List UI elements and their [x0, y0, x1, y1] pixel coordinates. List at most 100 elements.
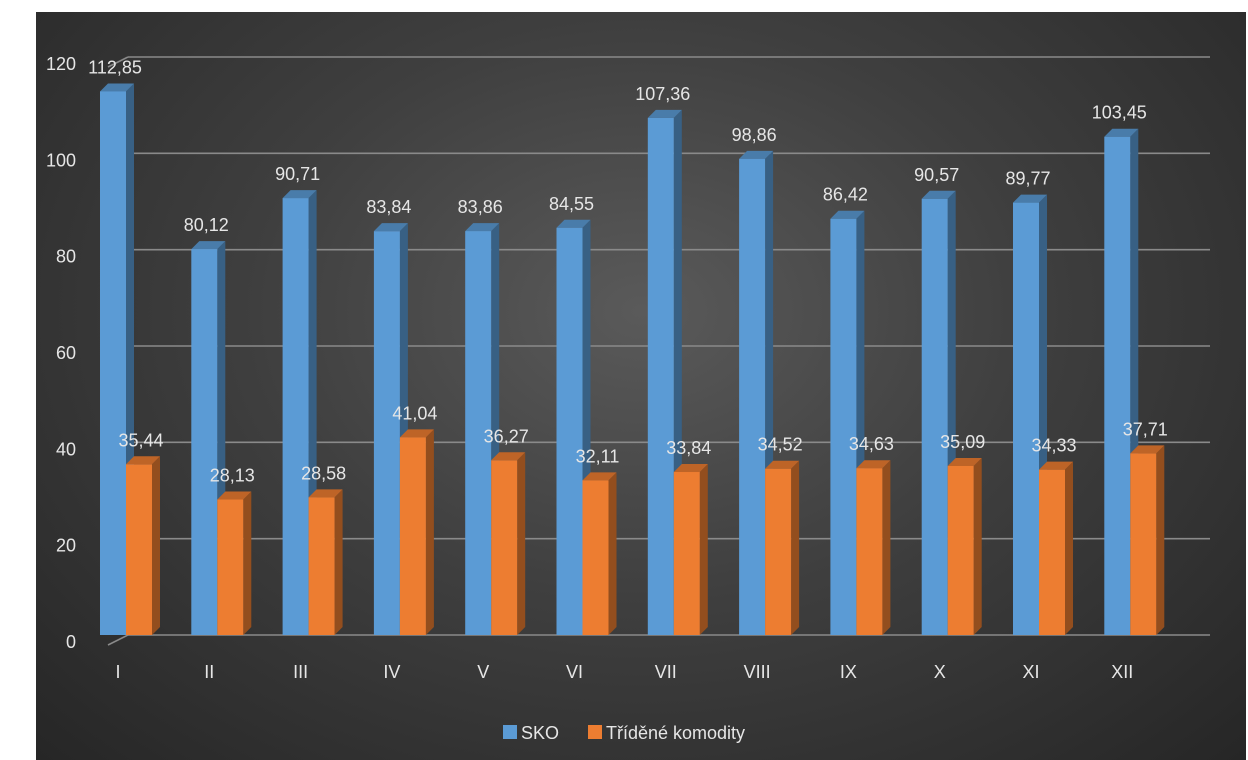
bar-front: [856, 468, 883, 635]
data-label-sko: 84,55: [549, 194, 594, 214]
gridline-depth: [107, 634, 129, 646]
y-axis-ticks: 0 20 40 60 80 100 120: [46, 54, 76, 652]
legend-swatch-tridene-komodity: [588, 725, 602, 739]
bar-tridene-komodity: [308, 489, 343, 635]
bar-top: [373, 223, 408, 232]
bar-tridene-komodity: [582, 472, 617, 635]
bar-front: [1013, 202, 1039, 635]
data-label-sko: 90,57: [914, 165, 959, 185]
y-tick-label: 0: [66, 632, 76, 652]
bar-front: [1130, 453, 1157, 635]
bar-top: [126, 456, 160, 465]
bar-front: [100, 91, 126, 636]
bar-top: [830, 210, 865, 219]
bar-top: [1130, 445, 1165, 454]
data-label-tridene-komodity: 28,13: [210, 466, 255, 486]
bar-top: [1013, 194, 1047, 203]
legend-swatch-sko: [503, 725, 517, 739]
data-label-sko: 83,84: [366, 197, 411, 217]
x-tick-label: II: [204, 662, 214, 682]
data-label-tridene-komodity: 34,52: [758, 435, 803, 455]
bar-tridene-komodity: [856, 460, 891, 635]
data-label-sko: 90,71: [275, 164, 320, 184]
data-label-tridene-komodity: 32,11: [576, 446, 620, 466]
data-label-sko: 86,42: [823, 185, 868, 205]
bar-front: [947, 465, 974, 635]
bar-sko: [282, 190, 317, 635]
y-tick-label: 60: [56, 343, 76, 363]
x-tick-label: III: [293, 662, 308, 682]
x-tick-label: VIII: [744, 662, 771, 682]
data-label-tridene-komodity: 35,44: [118, 430, 163, 450]
bar-chart: 0 20 40 60 80 100 120 112,85 35,44 80,12 28,13 90,…: [46, 54, 1210, 743]
bar-tridene-komodity: [491, 452, 526, 635]
bar-side: [1065, 461, 1073, 635]
bar-tridene-komodity: [399, 429, 434, 635]
y-tick-label: 20: [56, 536, 76, 556]
y-tick-label: 80: [56, 247, 76, 267]
bar-side: [152, 456, 160, 635]
bar-top: [582, 472, 617, 481]
legend: SKO Tříděné komodity: [503, 723, 745, 743]
bar-side: [1156, 445, 1165, 635]
bar-top: [739, 150, 774, 159]
x-tick-label: IV: [383, 662, 400, 682]
data-label-sko: 89,77: [1005, 169, 1050, 189]
gridline-depth: [107, 56, 129, 68]
bar-top: [765, 460, 800, 469]
data-label-sko: 83,86: [458, 197, 503, 217]
bar-side: [334, 489, 343, 635]
bar-side: [882, 460, 891, 635]
bar-front: [217, 499, 244, 635]
data-label-sko: 112,85: [88, 57, 142, 77]
bar-top: [465, 223, 500, 232]
bar-front: [282, 198, 309, 635]
bar-top: [399, 429, 434, 438]
data-labels: 112,85 35,44 80,12 28,13 90,71 28,58 83,84 41,0…: [88, 57, 1168, 485]
x-tick-label: XII: [1111, 662, 1133, 682]
data-label-sko: 80,12: [184, 215, 229, 235]
bar-front: [1104, 136, 1131, 636]
bar-tridene-komodity: [1039, 461, 1073, 635]
bar-side: [791, 460, 800, 635]
x-tick-label: V: [477, 662, 489, 682]
bar-top: [647, 109, 682, 118]
bar-side: [699, 464, 708, 635]
bar-front: [830, 218, 857, 636]
bar-top: [1104, 128, 1139, 137]
bar-top: [308, 489, 343, 498]
bar-top: [491, 452, 526, 461]
legend-item-sko: SKO: [503, 723, 559, 743]
data-label-tridene-komodity: 33,84: [666, 438, 711, 458]
legend-label-sko: SKO: [521, 723, 559, 743]
data-label-tridene-komodity: 36,27: [484, 426, 529, 446]
chart-panel: 0 20 40 60 80 100 120 112,85 35,44 80,12 28,13 90,…: [36, 12, 1246, 760]
bar-front: [1039, 469, 1065, 635]
bar-front: [126, 464, 152, 635]
data-label-sko: 103,45: [1092, 103, 1147, 123]
bar-top: [856, 460, 891, 469]
bar-front: [673, 472, 700, 635]
bar-front: [308, 497, 335, 635]
bar-tridene-komodity: [947, 457, 982, 635]
bar-front: [373, 231, 400, 636]
bar-top: [947, 457, 982, 466]
y-tick-label: 40: [56, 439, 76, 459]
data-label-sko: 107,36: [635, 84, 690, 104]
y-tick-label: 120: [46, 54, 76, 74]
bar-top: [100, 83, 134, 92]
data-label-tridene-komodity: 37,71: [1123, 419, 1168, 439]
x-tick-label: IX: [840, 662, 857, 682]
bar-front: [739, 158, 766, 635]
bar-top: [556, 219, 591, 228]
data-label-tridene-komodity: 34,33: [1031, 436, 1076, 456]
bar-front: [399, 437, 426, 635]
bar-top: [673, 464, 708, 473]
bar-side: [608, 472, 617, 635]
x-tick-label: X: [934, 662, 946, 682]
x-tick-label: XI: [1022, 662, 1039, 682]
bar-tridene-komodity: [217, 491, 252, 635]
bar-tridene-komodity: [126, 456, 160, 635]
bar-front: [191, 249, 218, 635]
bar-front: [765, 468, 792, 635]
